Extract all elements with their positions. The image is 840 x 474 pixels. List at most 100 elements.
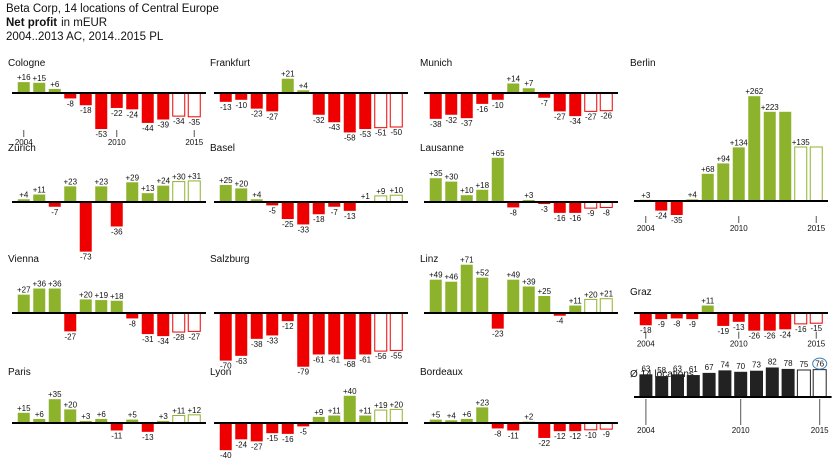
panel-title: Bordeaux: [420, 367, 463, 378]
bar: [599, 92, 613, 112]
data-label: -38: [430, 120, 442, 129]
data-label: +15: [17, 404, 31, 413]
data-label: +11: [359, 407, 373, 416]
panel-title: Lausanne: [420, 143, 464, 154]
bar: [686, 313, 699, 320]
bar: [172, 92, 186, 117]
bar: [266, 423, 279, 434]
data-label: 63: [673, 364, 682, 373]
data-label: +3: [524, 191, 534, 200]
bar: [187, 180, 201, 203]
bar: [281, 423, 294, 434]
bar: [219, 93, 232, 102]
bar: [522, 286, 535, 313]
bar: [281, 313, 294, 322]
data-label: -12: [569, 432, 581, 441]
data-label: -24: [126, 110, 138, 119]
data-label: +49: [429, 271, 443, 280]
tick-label: 2010: [108, 138, 126, 147]
period-line: 2004..2013 AC, 2014..2015 PL: [6, 31, 164, 43]
bar: [781, 368, 795, 397]
bar: [794, 146, 808, 202]
company-title: Beta Corp, 14 locations of Central Europ…: [6, 3, 219, 15]
bar: [491, 423, 504, 429]
data-label: -32: [445, 116, 457, 125]
bar: [732, 147, 745, 201]
data-label: +21: [281, 70, 295, 79]
bar: [812, 369, 827, 398]
bar: [235, 188, 248, 202]
panel-title: Paris: [8, 367, 31, 378]
data-label: -38: [251, 340, 263, 349]
bar: [141, 93, 154, 123]
panel-title: Lyon: [210, 367, 231, 378]
data-label: -11: [508, 431, 520, 440]
bar: [584, 92, 598, 112]
data-label: +4: [447, 411, 457, 420]
data-label: +20: [79, 290, 93, 299]
data-label: -18: [640, 326, 652, 335]
data-label: +10: [389, 186, 403, 195]
data-label: -9: [587, 209, 595, 218]
data-label: -9: [603, 430, 611, 439]
data-label: +39: [522, 277, 536, 286]
bar: [172, 181, 186, 203]
data-label: +5: [431, 411, 441, 420]
data-label: -37: [461, 119, 473, 128]
data-label: -73: [80, 253, 92, 262]
data-label: +6: [97, 410, 107, 419]
bar: [157, 185, 170, 202]
data-label: +29: [125, 173, 139, 182]
data-label: -23: [251, 110, 263, 119]
data-label: +35: [48, 390, 62, 399]
data-label: -23: [492, 330, 504, 339]
data-label: +3: [159, 412, 169, 421]
bar: [507, 279, 520, 313]
bar: [172, 415, 186, 424]
bar: [312, 93, 325, 115]
bar: [701, 305, 714, 313]
data-label: +4: [688, 190, 698, 199]
data-label: +27: [17, 286, 31, 295]
bar: [522, 88, 535, 93]
bar: [250, 93, 263, 109]
data-label: 70: [736, 362, 745, 371]
bar: [250, 199, 263, 202]
bar: [64, 93, 77, 99]
data-label: -53: [359, 130, 371, 139]
data-label: +7: [524, 79, 534, 88]
data-label: -16: [795, 325, 807, 334]
data-label: +11: [33, 186, 47, 195]
measure-line: Net profit in mEUR: [6, 16, 219, 30]
data-label: -15: [266, 434, 278, 443]
bar: [389, 194, 403, 203]
bar: [553, 202, 566, 213]
data-label: -13: [142, 433, 154, 442]
data-label: +6: [50, 80, 60, 89]
tick-label: 2004: [15, 138, 33, 147]
bar: [429, 279, 442, 313]
bar: [701, 173, 714, 201]
data-label: +12: [187, 406, 201, 415]
data-label: +23: [63, 177, 77, 186]
bar: [671, 374, 684, 397]
bar: [328, 415, 341, 423]
data-label: -33: [297, 225, 309, 234]
data-label: -61: [328, 355, 340, 364]
data-label: -8: [673, 319, 681, 328]
bar: [110, 423, 123, 431]
data-label: +262: [745, 87, 764, 96]
bar: [219, 423, 232, 451]
bar: [429, 419, 442, 423]
panel-title: Linz: [420, 254, 438, 265]
data-label: -35: [671, 216, 683, 225]
data-label: 63: [641, 364, 650, 373]
bar: [569, 93, 582, 117]
tick-label: 2015: [807, 224, 825, 233]
bar: [48, 399, 61, 423]
bar: [748, 96, 761, 201]
panel-title: Basel: [210, 143, 235, 154]
data-label: -8: [129, 319, 137, 328]
data-label: -7: [51, 208, 59, 217]
bar: [141, 193, 154, 202]
